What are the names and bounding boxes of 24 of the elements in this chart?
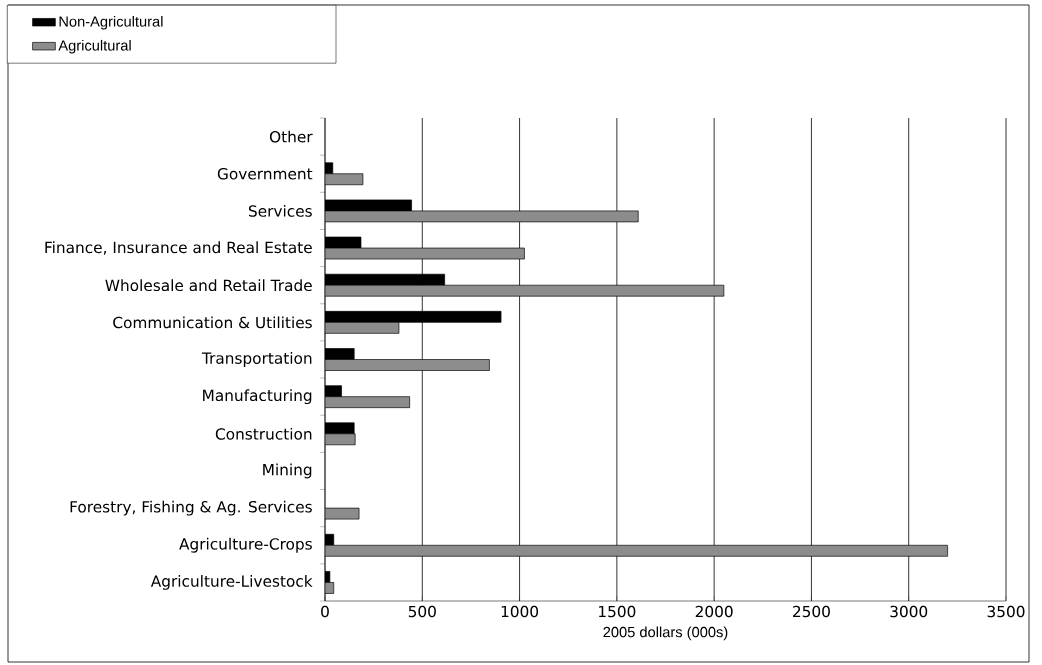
y-tick-label: Agriculture-Livestock	[150, 575, 313, 590]
x-tick-label: 500	[408, 605, 436, 618]
y-tick-label: Services	[248, 204, 312, 217]
x-tick-label: 2000	[695, 605, 733, 618]
y-tick-label: Finance, Insurance and Real Estate	[45, 241, 312, 255]
x-tick-label: 3500	[987, 605, 1025, 618]
legend-label: Agricultural	[58, 39, 131, 54]
legend-label: Non-Agricultural	[59, 15, 163, 30]
y-tick-label: Government	[217, 167, 313, 180]
y-tick-label: Mining	[263, 463, 312, 479]
y-tick-label: Other	[269, 130, 313, 143]
x-tick-label: 3000	[890, 605, 928, 618]
x-tick-label: 1500	[599, 605, 636, 618]
y-tick-label: Construction	[215, 427, 312, 440]
y-tick-label: Transportation	[201, 352, 312, 367]
y-tick-label: Agriculture-Crops	[179, 537, 312, 553]
y-tick-label: Manufacturing	[203, 389, 312, 405]
x-tick-label: 1000	[501, 605, 539, 618]
x-tick-label: 2500	[793, 605, 830, 618]
x-tick-label: 0	[321, 605, 329, 618]
y-tick-label: Communication & Utilities	[113, 316, 312, 329]
y-tick-label: Wholesale and Retail Trade	[105, 279, 312, 292]
x-axis-title: 2005 dollars (000s)	[603, 626, 728, 641]
y-tick-label: Forestry, Fishing & Ag. Services	[70, 500, 312, 516]
